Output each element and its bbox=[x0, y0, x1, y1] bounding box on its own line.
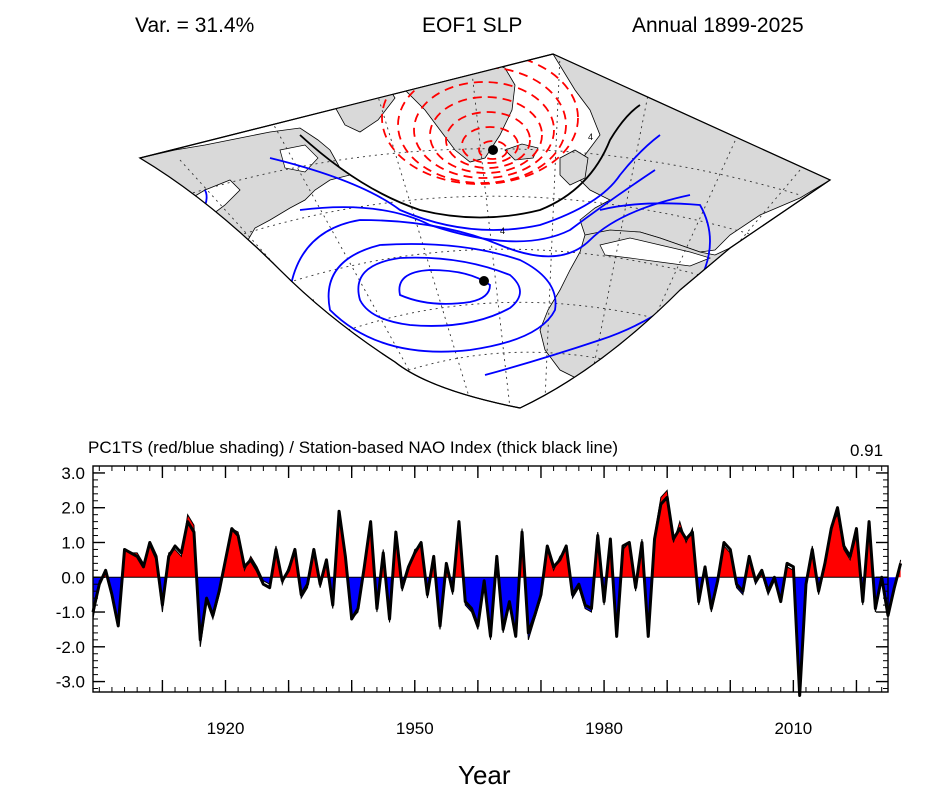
x-tick-label: 1950 bbox=[396, 719, 434, 738]
y-tick-label: 2.0 bbox=[61, 499, 85, 518]
period-label: Annual 1899-2025 bbox=[632, 14, 804, 37]
nao-line bbox=[91, 495, 903, 697]
y-tick-label: 3.0 bbox=[61, 464, 85, 483]
station-dot-iceland bbox=[488, 145, 498, 155]
land-british-isles bbox=[559, 149, 589, 186]
y-tick-label: 0.0 bbox=[61, 568, 85, 587]
x-axis-label: Year bbox=[458, 760, 511, 790]
correlation-value: 0.91 bbox=[850, 441, 884, 460]
y-tick-label: -2.0 bbox=[56, 638, 85, 657]
zero-contour bbox=[299, 104, 641, 219]
contour-label-3: 4 bbox=[588, 132, 593, 142]
timeseries-axes: 3.0 2.0 1.0 0.0 -1.0 -2.0 -3.0 1920 1950 1980 2010 bbox=[56, 464, 889, 738]
sea-mediterranean bbox=[599, 237, 712, 267]
x-tick-label: 1980 bbox=[585, 719, 623, 738]
map-title: EOF1 SLP bbox=[422, 14, 523, 37]
y-tick-label: -3.0 bbox=[56, 673, 85, 692]
positive-area bbox=[102, 490, 901, 578]
contour-label-1: 4 bbox=[500, 226, 505, 236]
y-tick-label: 1.0 bbox=[61, 533, 85, 552]
x-tick-label: 1920 bbox=[207, 719, 245, 738]
nao-index-line bbox=[91, 495, 903, 697]
y-tick-label: -1.0 bbox=[56, 603, 85, 622]
station-dot-azores bbox=[479, 276, 489, 286]
x-tick-label: 2010 bbox=[774, 719, 812, 738]
timeseries-title: PC1TS (red/blue shading) / Station-based… bbox=[88, 438, 619, 457]
eof-map: 4 4 4 bbox=[138, 53, 832, 409]
variance-label: Var. = 31.4% bbox=[135, 14, 255, 37]
pc1ts-shading bbox=[92, 489, 902, 689]
